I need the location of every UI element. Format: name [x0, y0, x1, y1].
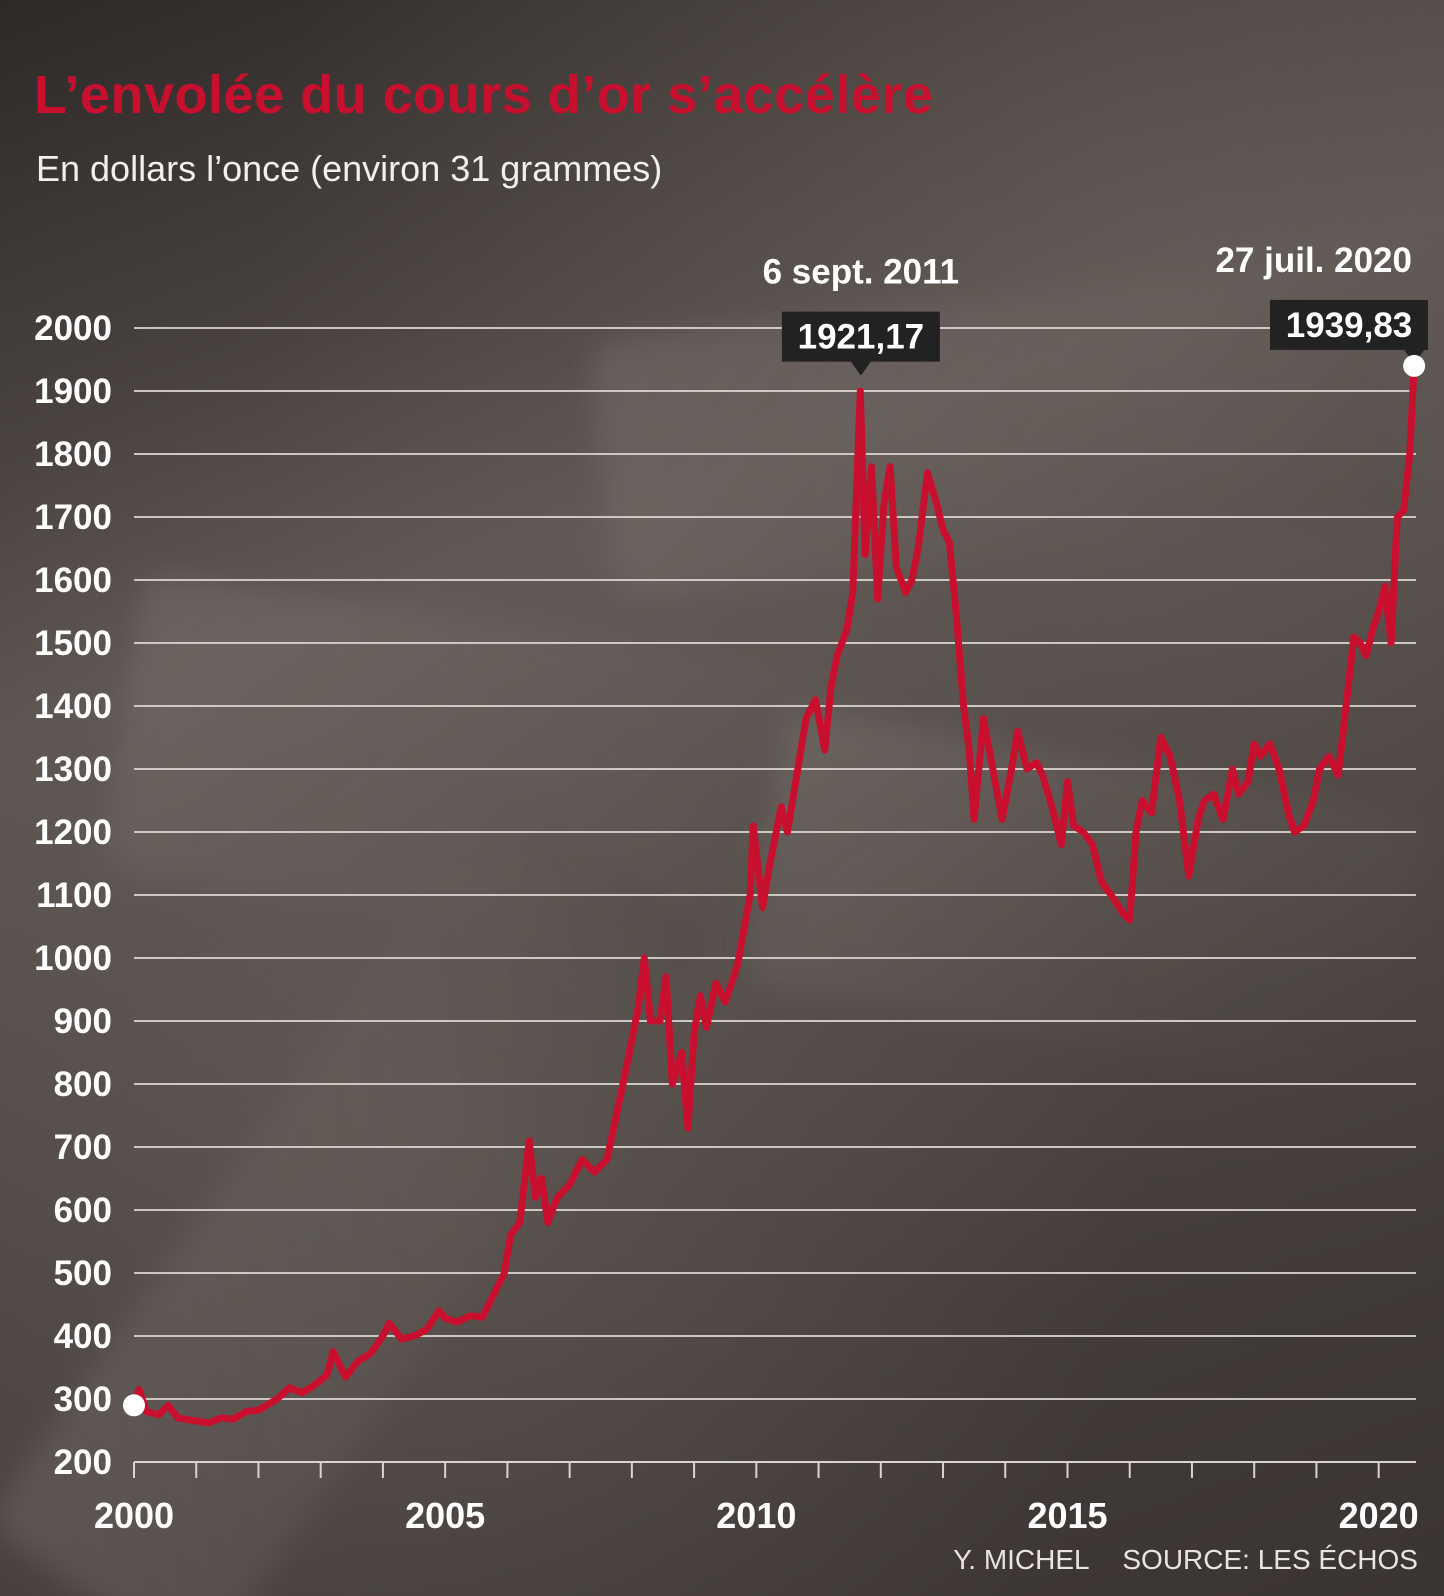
x-tick-label: 2015	[1027, 1495, 1107, 1536]
y-tick-label: 1200	[34, 813, 112, 852]
chart-subtitle: En dollars l’once (environ 31 grammes)	[36, 148, 663, 189]
y-tick-label: 700	[54, 1128, 112, 1167]
x-tick-label: 2020	[1339, 1495, 1419, 1536]
y-tick-label: 1000	[34, 939, 112, 978]
y-axis: 200 300 400 500 600 700 800 900 1000 1100 1200 1300…	[34, 309, 112, 1482]
end-marker	[1403, 354, 1426, 377]
y-tick-label: 1400	[34, 687, 112, 726]
x-tick-label: 2005	[405, 1495, 485, 1536]
y-tick-label: 400	[54, 1317, 112, 1356]
y-tick-label: 1800	[34, 435, 112, 474]
annotation-date-label: 6 sept. 2011	[763, 253, 960, 292]
credit-line: Y. MICHEL SOURCE: LES ÉCHOS	[927, 1544, 1418, 1576]
x-tick-label: 2000	[94, 1495, 174, 1536]
annotation-value-label: 1939,83	[1286, 306, 1413, 345]
y-tick-label: 1600	[34, 561, 112, 600]
grid-lines	[134, 327, 1416, 1400]
annotation-value-box	[781, 311, 940, 362]
chart-title: L’envolée du cours d’or s’accélère	[34, 65, 934, 125]
annotations-layer: 6 sept. 2011 1921,17 27 juil. 2020 1939,83	[763, 241, 1428, 377]
start-marker	[123, 1394, 145, 1417]
annotation-value-box	[1270, 299, 1428, 350]
y-tick-label: 200	[54, 1443, 112, 1482]
y-tick-label: 1300	[34, 750, 112, 789]
annotation-date-label: 27 juil. 2020	[1215, 241, 1412, 280]
annotation-pointer	[850, 361, 871, 376]
y-tick-label: 1900	[34, 372, 112, 411]
y-tick-label: 900	[54, 1002, 112, 1041]
y-tick-label: 2000	[34, 309, 112, 348]
y-tick-label: 1500	[34, 624, 112, 663]
y-tick-label: 800	[54, 1065, 112, 1104]
y-tick-label: 1700	[34, 498, 112, 537]
series-layer	[123, 362, 1418, 1427]
source-credit: SOURCE: LES ÉCHOS	[1122, 1544, 1418, 1575]
x-axis: 2000 2005 2010 2015 2020	[94, 1461, 1419, 1536]
author-credit: Y. MICHEL	[953, 1544, 1089, 1575]
y-tick-label: 300	[54, 1380, 112, 1419]
gold-price-line	[130, 362, 1418, 1427]
y-tick-label: 1100	[36, 876, 112, 915]
x-tick-label: 2010	[716, 1495, 796, 1536]
annotation-value-label: 1921,17	[798, 318, 925, 357]
y-tick-label: 600	[54, 1191, 112, 1230]
y-tick-label: 500	[54, 1254, 112, 1293]
